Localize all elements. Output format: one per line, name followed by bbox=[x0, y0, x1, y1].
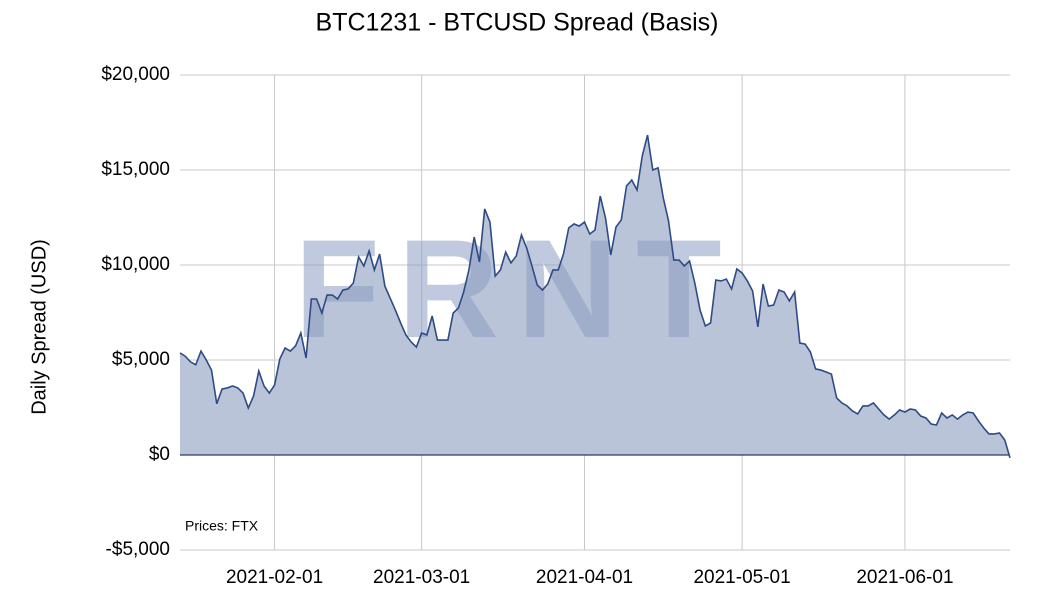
area bbox=[180, 135, 1010, 458]
x-tick-label: 2021-04-01 bbox=[536, 567, 633, 588]
x-tick-label: 2021-05-01 bbox=[693, 567, 790, 588]
y-tick-label: $10,000 bbox=[101, 254, 170, 275]
line bbox=[179, 134, 1011, 459]
watermark: FRNT bbox=[294, 210, 739, 367]
x-tick-label: 2021-03-01 bbox=[373, 567, 470, 588]
chart-title: BTC1231 - BTCUSD Spread (Basis) bbox=[316, 9, 719, 37]
annotation: Prices: FTX bbox=[185, 518, 259, 534]
y-tick-label: $15,000 bbox=[101, 159, 170, 180]
y-tick-label: $0 bbox=[149, 444, 170, 465]
x-tick-label: 2021-06-01 bbox=[856, 567, 953, 588]
x-tick-label: 2021-02-01 bbox=[226, 567, 323, 588]
y-tick-label: $20,000 bbox=[101, 64, 170, 85]
y-tick-label: $5,000 bbox=[112, 349, 170, 370]
y-tick-label: -$5,000 bbox=[106, 539, 170, 560]
y-axis-label: Daily Spread (USD) bbox=[28, 239, 50, 415]
